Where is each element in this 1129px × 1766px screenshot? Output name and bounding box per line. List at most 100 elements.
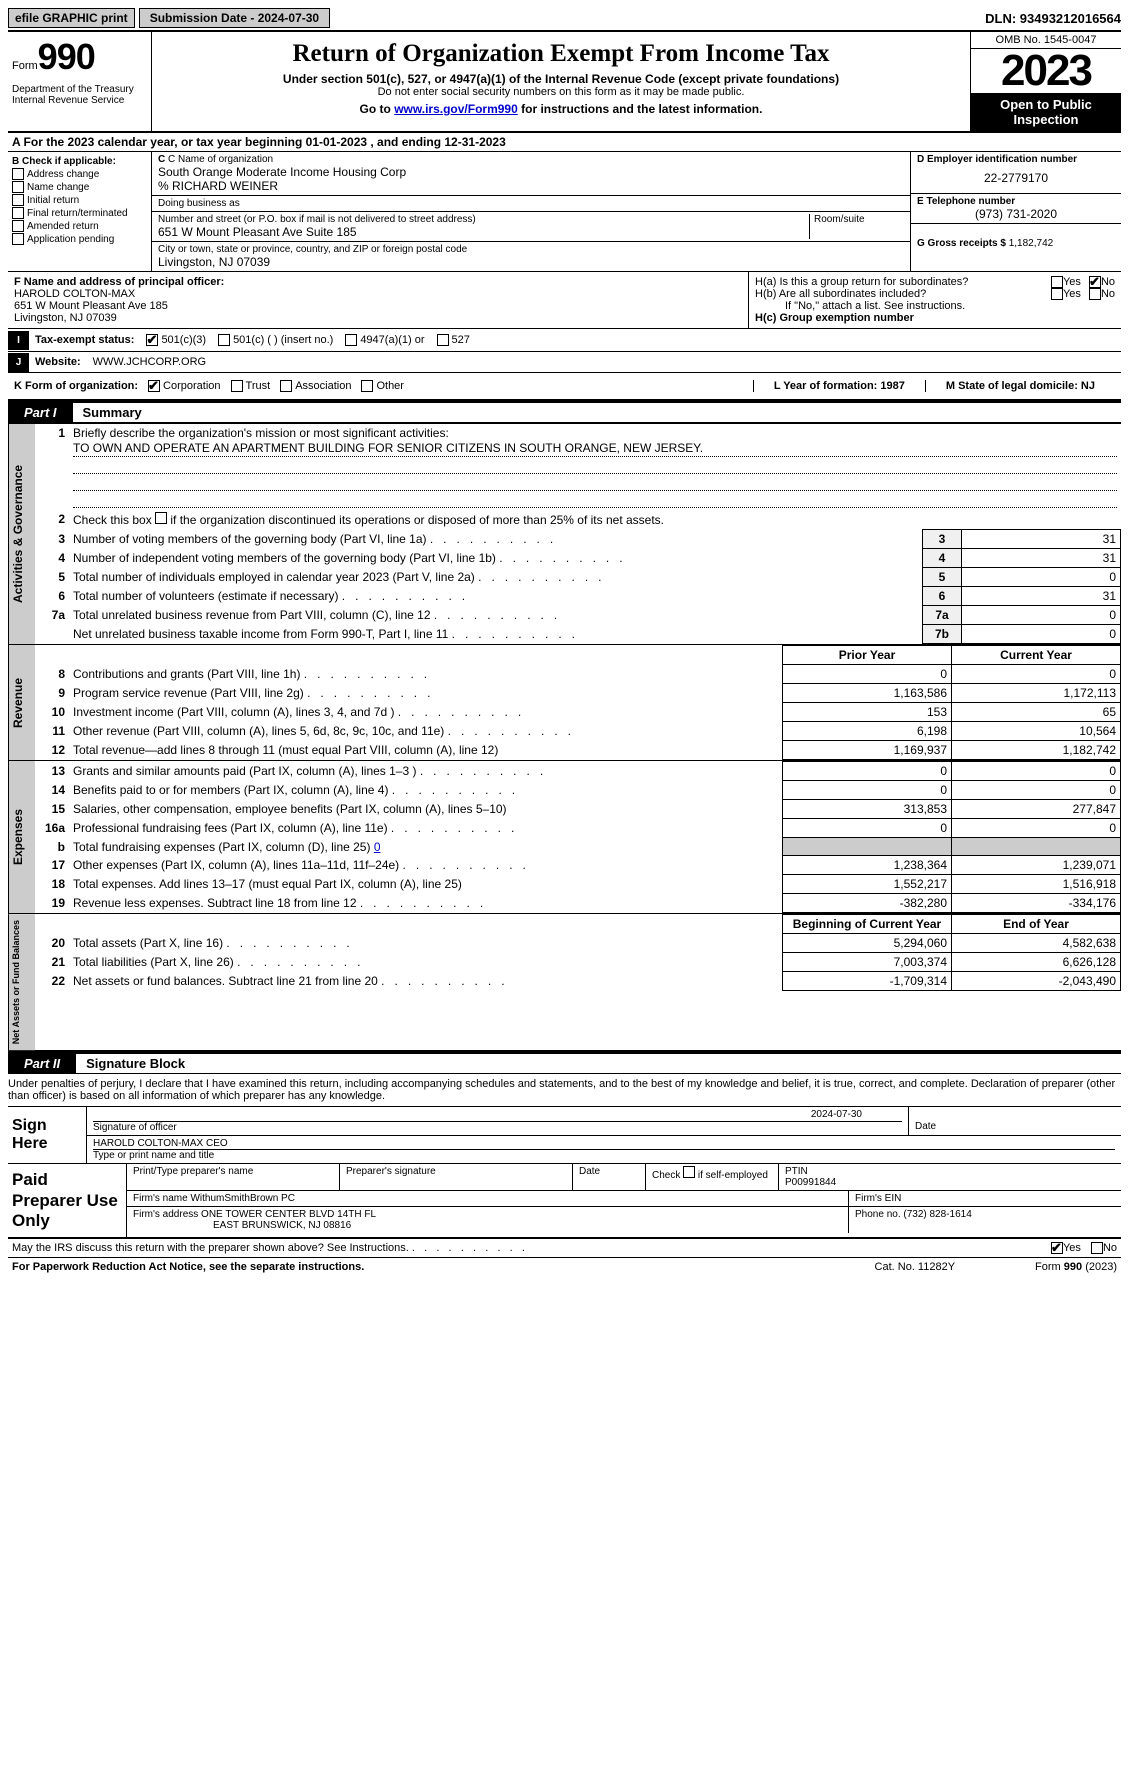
py14: 0 [783, 781, 952, 800]
discuss-no[interactable] [1091, 1242, 1103, 1254]
chk-other[interactable] [361, 380, 373, 392]
l3-text: Number of voting members of the governin… [73, 532, 553, 546]
gross-receipts: 1,182,742 [1009, 238, 1054, 249]
chk-selfemp[interactable] [683, 1166, 695, 1178]
chk-assoc[interactable] [280, 380, 292, 392]
l18: Total expenses. Add lines 13–17 (must eq… [73, 877, 462, 891]
lbl-527: 527 [452, 334, 470, 346]
e-label: E Telephone number [917, 196, 1015, 207]
lbl-corp: Corporation [163, 380, 220, 392]
form-subtitle-2: Do not enter social security numbers on … [160, 86, 962, 98]
side-expenses: Expenses [8, 761, 35, 913]
hb-note: If "No," attach a list. See instructions… [755, 300, 1115, 312]
boy-head: Beginning of Current Year [783, 915, 952, 934]
ein: 22-2779170 [917, 165, 1115, 191]
l21: Total liabilities (Part X, line 26) [73, 955, 360, 969]
l16a: Professional fundraising fees (Part IX, … [73, 821, 514, 835]
pp-name-h: Print/Type preparer's name [127, 1164, 340, 1190]
py16a: 0 [783, 819, 952, 838]
form-label: Form [12, 60, 38, 72]
l6-text: Total number of volunteers (estimate if … [73, 589, 465, 603]
org-name: South Orange Moderate Income Housing Cor… [158, 165, 904, 179]
py18: 1,552,217 [783, 875, 952, 894]
pp-ptin-h: PTIN [785, 1166, 1115, 1177]
chk-name-change[interactable] [12, 181, 24, 193]
chk-501c3[interactable] [146, 334, 158, 346]
b21: 7,003,374 [783, 953, 952, 972]
chk-initial-return[interactable] [12, 194, 24, 206]
officer-addr1: 651 W Mount Pleasant Ave 185 [14, 300, 168, 312]
l5-text: Total number of individuals employed in … [73, 570, 602, 584]
org-address: 651 W Mount Pleasant Ave Suite 185 [158, 225, 809, 239]
firm-name-l: Firm's name [133, 1193, 190, 1204]
chk-final-return[interactable] [12, 207, 24, 219]
cy9: 1,172,113 [952, 684, 1121, 703]
b-head: B Check if applicable: [12, 156, 147, 167]
chk-address-change[interactable] [12, 168, 24, 180]
officer-name: HAROLD COLTON-MAX [14, 288, 135, 300]
part2-tab: Part II [8, 1054, 76, 1073]
e21: 6,626,128 [952, 953, 1121, 972]
m-state: M State of legal domicile: NJ [946, 380, 1095, 392]
e20: 4,582,638 [952, 934, 1121, 953]
discuss-yes[interactable] [1051, 1242, 1063, 1254]
g-label: G Gross receipts $ [917, 238, 1009, 249]
chk-4947[interactable] [345, 334, 357, 346]
lbl-4947: 4947(a)(1) or [360, 334, 424, 346]
org-care-of: % RICHARD WEINER [158, 179, 904, 193]
form-footer: Form 990 (2023) [1035, 1261, 1117, 1273]
efile-print-button[interactable]: efile GRAPHIC print [8, 8, 135, 28]
discuss-yes-lbl: Yes [1063, 1242, 1081, 1254]
firm-addr1: ONE TOWER CENTER BLVD 14TH FL [201, 1209, 376, 1220]
chk-discontinued[interactable] [155, 512, 167, 524]
hb-no[interactable] [1089, 288, 1101, 300]
hb-label: H(b) Are all subordinates included? [755, 288, 1051, 300]
cy8: 0 [952, 665, 1121, 684]
firm-name: WithumSmithBrown PC [190, 1193, 294, 1204]
chk-501c[interactable] [218, 334, 230, 346]
form-header: Form990 Department of the Treasury Inter… [8, 32, 1121, 133]
sig-date-label: Date [915, 1121, 936, 1132]
lbl-501c: 501(c) ( ) (insert no.) [233, 334, 333, 346]
py11: 6,198 [783, 722, 952, 741]
eoy-head: End of Year [952, 915, 1121, 934]
room-label: Room/suite [814, 214, 904, 225]
irs-link[interactable]: www.irs.gov/Form990 [394, 102, 518, 116]
cy10: 65 [952, 703, 1121, 722]
l1-text: Briefly describe the organization's miss… [73, 426, 449, 440]
k-label: K Form of organization: [14, 380, 138, 392]
l16b: Total fundraising expenses (Part IX, col… [73, 840, 374, 854]
cat-no: Cat. No. 11282Y [875, 1261, 956, 1273]
lbl-address-change: Address change [27, 169, 99, 180]
chk-corp[interactable] [148, 380, 160, 392]
hb-yes[interactable] [1051, 288, 1063, 300]
j-label: Website: [35, 356, 81, 368]
chk-amended[interactable] [12, 220, 24, 232]
mission-text: TO OWN AND OPERATE AN APARTMENT BUILDING… [73, 440, 1117, 457]
ha-no[interactable] [1089, 276, 1101, 288]
ha-yes[interactable] [1051, 276, 1063, 288]
ha-no-lbl: No [1101, 276, 1115, 288]
chk-trust[interactable] [231, 380, 243, 392]
form-title: Return of Organization Exempt From Incom… [160, 40, 962, 68]
l2-text: Check this box if the organization disco… [73, 513, 664, 527]
firm-addr2: EAST BRUNSWICK, NJ 08816 [133, 1220, 351, 1231]
cy15: 277,847 [952, 800, 1121, 819]
chk-app-pending[interactable] [12, 233, 24, 245]
lbl-assoc: Association [295, 380, 351, 392]
l4-text: Number of independent voting members of … [73, 551, 623, 565]
firm-addr-l: Firm's address [133, 1209, 201, 1220]
v4: 31 [962, 549, 1121, 568]
cy-head: Current Year [952, 646, 1121, 665]
top-bar: efile GRAPHIC print Submission Date - 20… [8, 8, 1121, 32]
discuss-text: May the IRS discuss this return with the… [12, 1242, 1051, 1254]
chk-527[interactable] [437, 334, 449, 346]
e22: -2,043,490 [952, 972, 1121, 991]
l7b-text: Net unrelated business taxable income fr… [73, 627, 575, 641]
l14: Benefits paid to or for members (Part IX… [73, 783, 515, 797]
website: WWW.JCHCORP.ORG [93, 356, 206, 368]
lbl-amended: Amended return [27, 221, 99, 232]
lbl-name-change: Name change [27, 182, 89, 193]
row-a-taxyear: A For the 2023 calendar year, or tax yea… [8, 133, 1121, 152]
addr-label: Number and street (or P.O. box if mail i… [158, 214, 809, 225]
